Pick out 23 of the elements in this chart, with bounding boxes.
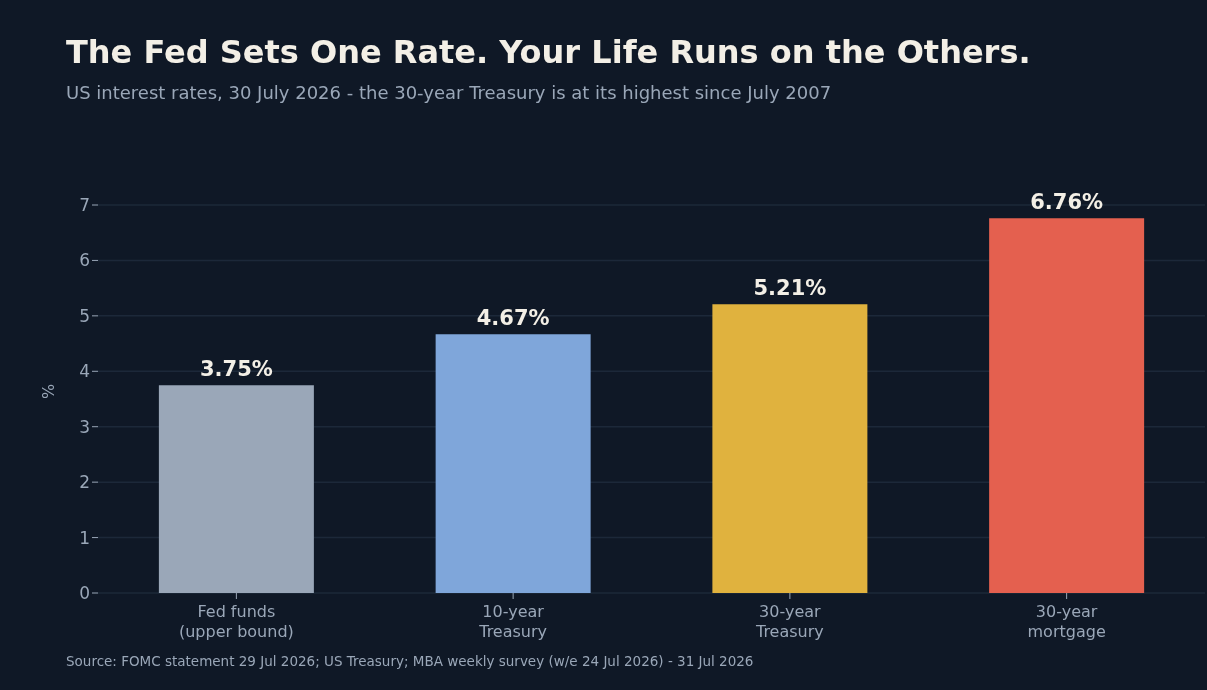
- chart-title: The Fed Sets One Rate. Your Life Runs on the Others.: [66, 33, 1031, 71]
- y-axis-title: %: [38, 383, 58, 399]
- bar: [435, 334, 591, 593]
- source-note: Source: FOMC statement 29 Jul 2026; US Treasury; MBA weekly survey (w/e 24 Jul 2026) - 31 Jul 2026: [66, 653, 754, 669]
- chart-subtitle: US interest rates, 30 July 2026 - the 30-year Treasury is at its highest since July 2007: [66, 82, 832, 103]
- x-tick-label: 10-year Treasury: [478, 602, 548, 641]
- data-label: 4.67%: [476, 306, 550, 331]
- bar: [712, 304, 868, 593]
- y-tick-label: 7: [79, 195, 90, 216]
- bar: [989, 218, 1145, 593]
- y-tick-label: 3: [79, 416, 90, 437]
- y-tick-label: 4: [79, 361, 90, 382]
- data-label: 6.76%: [1030, 190, 1104, 215]
- x-tick-label: 30-year mortgage: [1027, 602, 1106, 641]
- x-tick-label: 30-year Treasury: [754, 602, 824, 641]
- y-tick-label: 1: [79, 527, 90, 548]
- y-tick-label: 0: [79, 583, 90, 604]
- x-tick-label: Fed funds (upper bound): [178, 602, 294, 641]
- y-tick-label: 2: [79, 472, 90, 493]
- y-tick-label: 6: [79, 250, 90, 271]
- y-tick-label: 5: [79, 305, 90, 326]
- data-label: 3.75%: [199, 357, 273, 382]
- data-label: 5.21%: [753, 276, 827, 301]
